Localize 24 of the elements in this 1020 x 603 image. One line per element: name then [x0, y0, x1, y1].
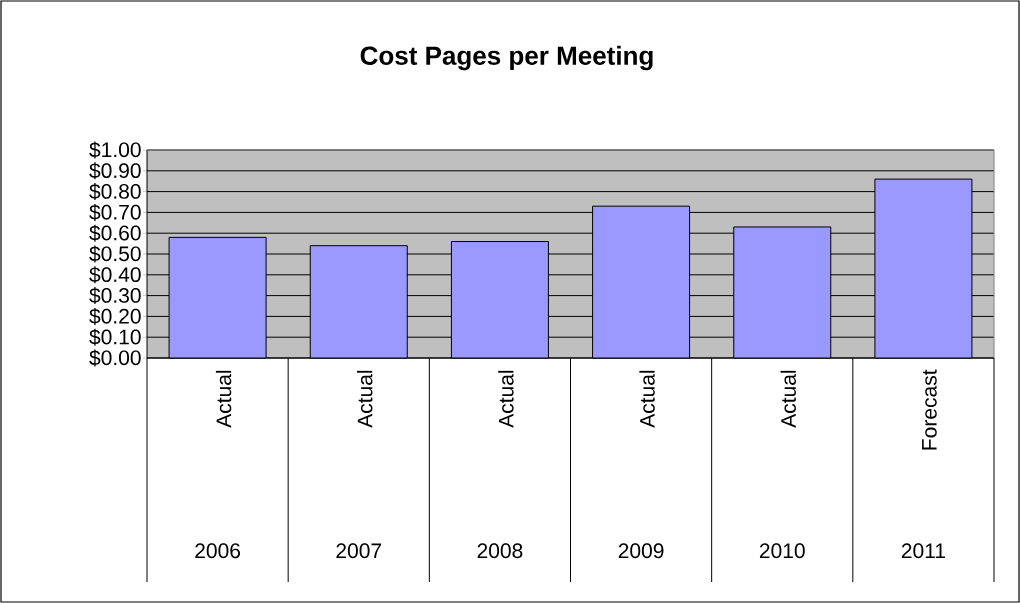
text: 2007 — [336, 543, 382, 559]
text: 2011 — [901, 543, 945, 559]
y-tick-label: $0.30 — [89, 287, 141, 305]
y-tick-label: $1.00 — [89, 141, 141, 159]
x-tick-label: Actual — [639, 370, 655, 428]
y-tick-label: $0.50 — [89, 245, 141, 263]
text: 2009 — [618, 543, 664, 559]
text: 2008 — [477, 543, 523, 559]
y-tick-label: $0.70 — [89, 203, 141, 221]
chart-title: Cost Pages per Meeting — [360, 45, 653, 71]
x-tick-label: Actual — [780, 370, 796, 428]
y-tick-label: $0.80 — [89, 183, 141, 201]
y-tick-label: $0.00 — [89, 349, 141, 367]
text: 2010 — [759, 543, 805, 559]
y-tick-label: $0.40 — [89, 266, 141, 284]
y-tick-label: $0.10 — [89, 328, 141, 346]
x-tick-label: Forecast — [922, 369, 937, 450]
x-tick-label: Actual — [215, 370, 232, 428]
y-tick-label: $0.20 — [89, 307, 141, 325]
y-tick-label: $0.60 — [89, 224, 141, 242]
x-tick-label: Actual — [357, 370, 373, 428]
y-tick-label: $0.90 — [89, 162, 141, 180]
x-tick-label: Actual — [498, 370, 514, 428]
text: 2006 — [195, 543, 240, 559]
